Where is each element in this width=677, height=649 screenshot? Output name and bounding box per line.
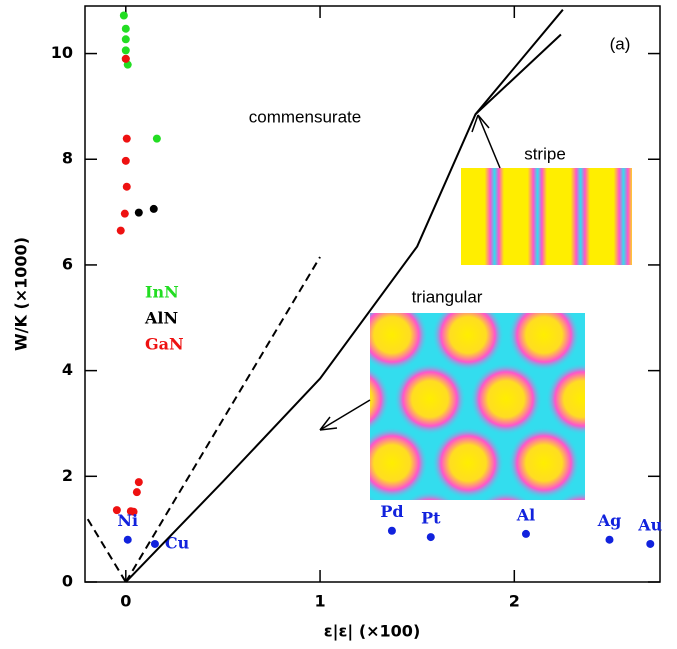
point [134,478,143,487]
pattern-dot [546,363,585,435]
pattern-dot [280,427,352,499]
y-tick-label: 2 [62,466,73,485]
point-label: Pd [380,502,403,521]
pattern-dot [558,491,585,500]
pattern-dot [432,427,504,499]
pattern-dot [370,427,428,499]
pattern-dot [406,491,454,500]
pattern-dot [370,494,378,500]
legend-entry: InN [145,283,179,302]
point [150,539,159,548]
pattern-dot [280,299,352,371]
arrow [319,399,371,431]
point [112,506,121,515]
pattern-dot [370,366,390,432]
point [129,507,138,516]
point [521,529,530,538]
legend-entry: GaN [145,335,184,354]
point-label: Ag [597,511,622,530]
pattern-dot [584,555,656,627]
pattern-dot [660,427,677,499]
x-tick-label: 1 [314,592,325,611]
point [119,11,128,20]
point [152,134,161,143]
point [646,539,655,548]
pattern-dot [356,555,428,627]
point [121,156,130,165]
point [605,535,614,544]
point-label: Al [516,505,536,524]
pattern-dot [508,427,580,499]
point-label: Pt [421,509,441,528]
line [474,33,562,116]
point [387,526,396,535]
annotation: (a) [610,34,631,53]
x-axis-label: ε|ε| (×100) [324,622,421,642]
point [149,204,158,213]
stripe-inset [461,168,632,265]
point [121,35,130,44]
pattern-dot [394,363,466,435]
annotation: stripe [524,144,566,163]
plot-frame [84,5,661,583]
point [121,54,130,63]
line [125,9,564,583]
arrow-head [319,416,338,431]
point [116,226,125,235]
annotation: commensurate [249,107,361,126]
legend-entry: AlN [144,309,178,328]
y-tick-label: 0 [62,572,73,591]
point [122,134,131,143]
triangular-pattern [280,235,677,627]
pattern-dot [482,491,530,500]
y-tick-label: 4 [62,360,73,379]
point [121,46,130,55]
pattern-dot [470,363,542,435]
pattern-dot [508,313,580,371]
arrow-head [471,114,490,133]
arrow [477,114,501,169]
x-tick-label: 2 [509,592,520,611]
y-tick-label: 6 [62,254,73,273]
point [122,182,131,191]
y-tick-label: 10 [51,43,73,62]
point [134,208,143,217]
pattern-dot [622,363,677,435]
pattern-dot [432,555,504,627]
pattern-dot [370,313,428,371]
point-label: Au [637,515,662,534]
point [426,533,435,542]
pattern-dot [660,299,677,371]
point [132,488,141,497]
pattern-dot [318,235,390,307]
pattern-dot [432,313,504,371]
point [121,24,130,33]
annotation: triangular [412,287,483,306]
pattern-dot [584,326,585,344]
pattern-dot [584,454,585,472]
y-tick-label: 8 [62,149,73,168]
pattern-dot [660,555,677,627]
y-axis-label: W/K (×1000) [12,237,31,351]
x-tick-label: 0 [120,592,131,611]
point-label: Ni [117,511,138,530]
point-label: Cu [165,533,190,552]
point [120,209,129,218]
point [123,535,132,544]
line [124,256,321,583]
